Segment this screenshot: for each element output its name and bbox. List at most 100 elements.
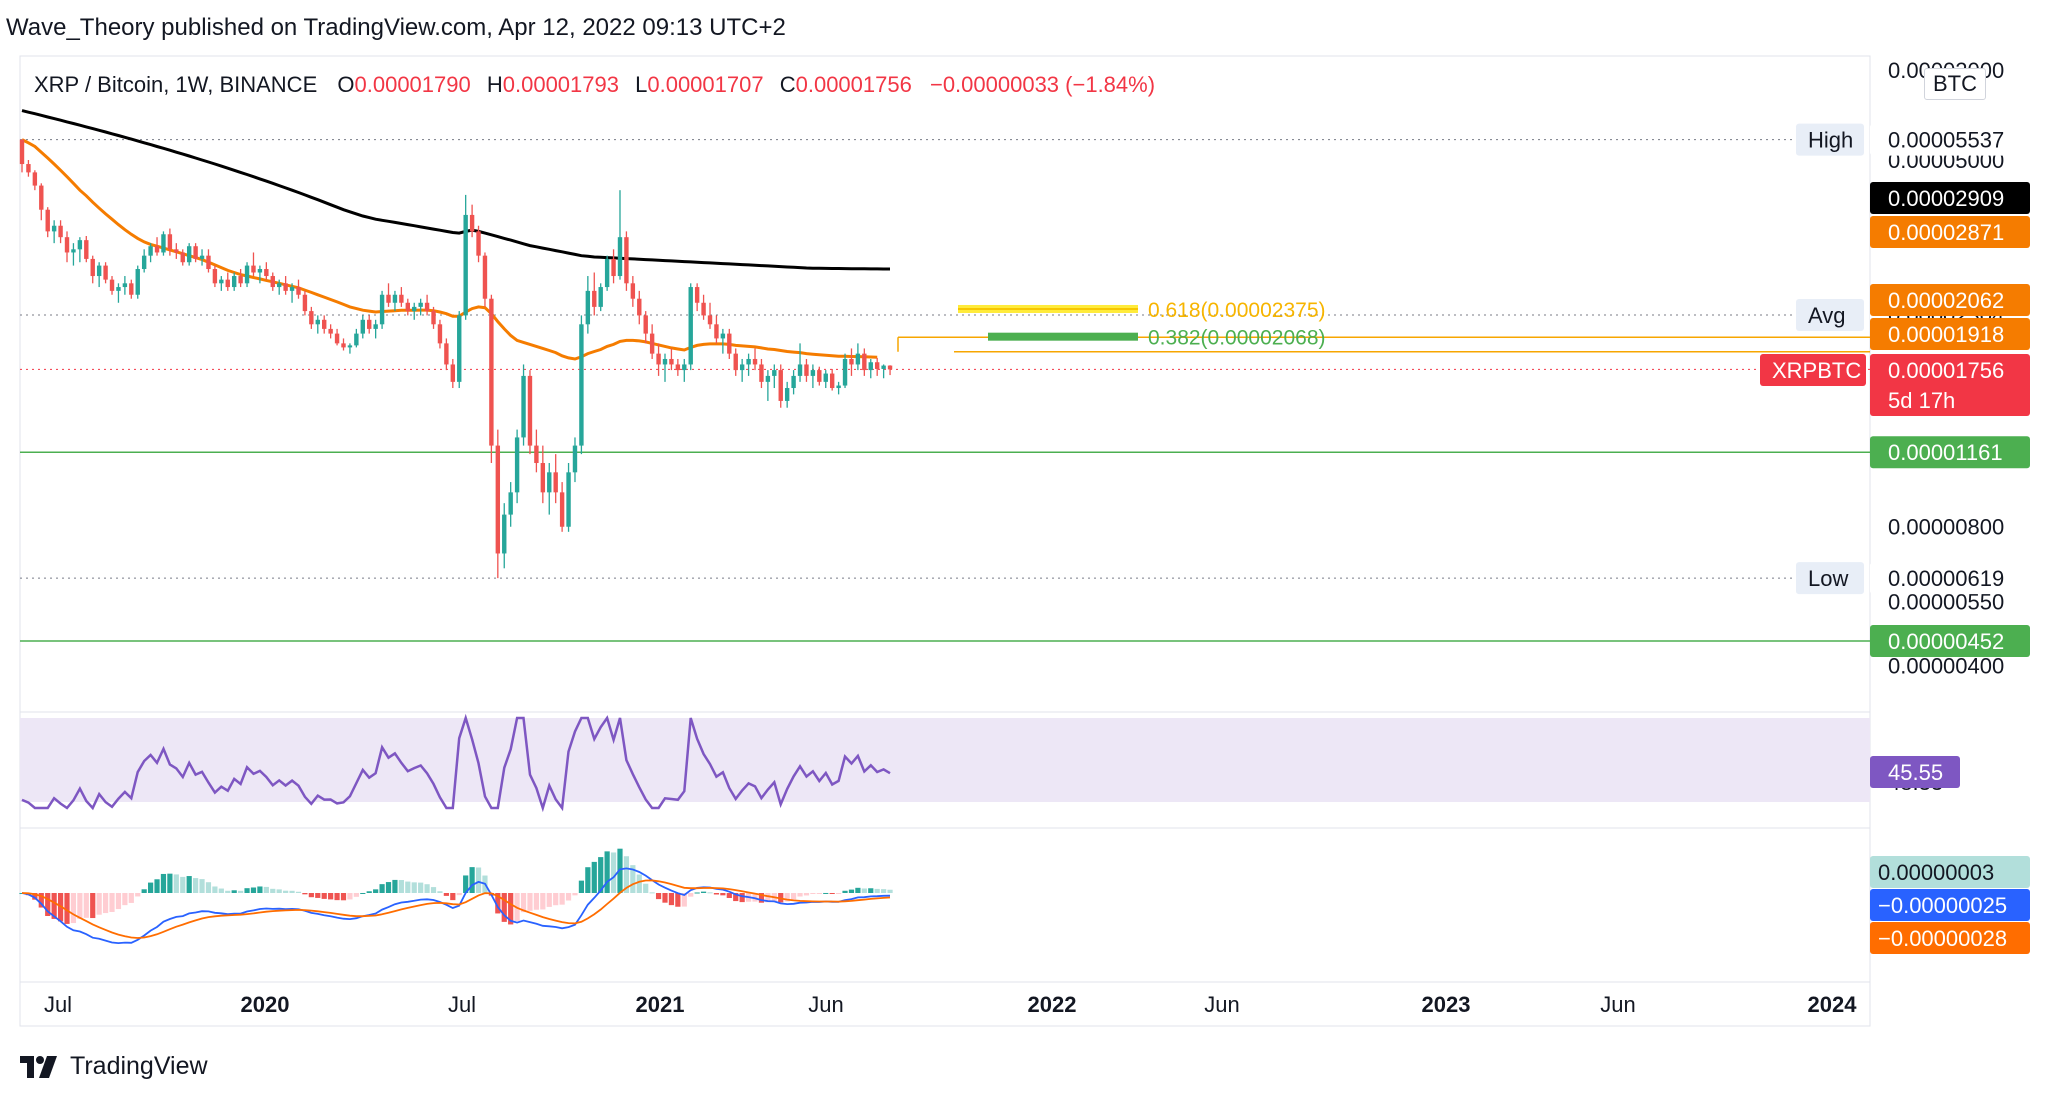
candle[interactable] [161, 231, 166, 256]
candle[interactable] [849, 348, 854, 376]
candle[interactable] [508, 482, 513, 527]
price-axis[interactable]: 0.000050000.000008000.000005500.00000400… [1760, 58, 2030, 678]
macd-histogram-tag[interactable]: 0.00000003 [1870, 856, 2030, 888]
candle[interactable] [739, 358, 745, 382]
symbol-title[interactable]: XRP / Bitcoin, 1W, BINANCE [34, 72, 318, 97]
rsi-value-tag[interactable]: 45.55 [1870, 756, 1960, 788]
candle[interactable] [469, 204, 475, 238]
candle[interactable] [842, 353, 848, 389]
candle[interactable] [733, 348, 738, 376]
candle[interactable] [71, 243, 76, 266]
candle[interactable] [559, 482, 565, 532]
candle[interactable] [656, 343, 661, 376]
candle[interactable] [791, 370, 796, 395]
candle[interactable] [868, 358, 873, 379]
candle[interactable] [675, 358, 681, 376]
candle[interactable] [244, 262, 250, 288]
candle[interactable] [727, 328, 732, 359]
candle[interactable] [334, 328, 340, 346]
candle[interactable] [765, 370, 771, 401]
fib-382-band[interactable] [988, 332, 1138, 341]
price-label-level[interactable]: 0.00001161 [1870, 436, 2030, 469]
candle[interactable] [116, 283, 121, 303]
currency-badge[interactable]: BTC [1924, 68, 1986, 100]
candle[interactable] [238, 269, 243, 288]
candle[interactable] [84, 236, 89, 263]
candle[interactable] [309, 306, 314, 329]
candle[interactable] [96, 262, 102, 288]
candle[interactable] [212, 265, 218, 288]
candle[interactable] [418, 298, 423, 316]
candle[interactable] [887, 365, 893, 376]
candle[interactable] [270, 272, 275, 291]
candle[interactable] [817, 366, 822, 386]
candle[interactable] [367, 315, 372, 334]
candle[interactable] [476, 225, 481, 263]
candle[interactable] [225, 272, 230, 291]
macd-signal-tag[interactable]: −0.00000028 [1870, 922, 2030, 954]
candle[interactable] [862, 348, 867, 376]
candle[interactable] [495, 429, 501, 579]
candle[interactable] [881, 364, 886, 379]
candle[interactable] [778, 364, 783, 408]
macd-pane[interactable]: 0.00000003 −0.00000025 −0.00000028 [19, 848, 2030, 954]
candle[interactable] [669, 348, 674, 371]
candle[interactable] [566, 463, 571, 532]
candle[interactable] [482, 252, 488, 307]
candle[interactable] [450, 358, 456, 389]
candle[interactable] [392, 290, 398, 312]
candle[interactable] [752, 348, 758, 371]
candle[interactable] [45, 207, 50, 238]
candle[interactable] [103, 262, 108, 284]
fib-retracement[interactable]: 0.618(0.00002375) 0.382(0.00002068) [958, 299, 1326, 350]
price-label-level[interactable]: 0.00002062 [1870, 284, 2030, 316]
candle[interactable] [714, 315, 719, 344]
candle[interactable] [457, 311, 462, 389]
candle[interactable] [836, 381, 841, 395]
candle[interactable] [341, 338, 346, 351]
rsi-pane[interactable]: 48.3345.55 [20, 713, 1960, 813]
candle[interactable] [772, 364, 777, 389]
candle[interactable] [527, 370, 533, 455]
candle[interactable] [206, 249, 211, 273]
candle[interactable] [444, 338, 449, 371]
candle[interactable] [592, 272, 597, 316]
candle[interactable] [193, 243, 198, 263]
price-label-high[interactable]: 0.00005537 High [1796, 123, 2030, 156]
candle[interactable] [315, 315, 320, 334]
price-label-level[interactable]: 0.00000452 [1870, 625, 2030, 657]
candle[interactable] [637, 290, 642, 325]
candle[interactable] [412, 302, 417, 320]
candle[interactable] [251, 252, 256, 277]
candle[interactable] [58, 220, 63, 244]
candle[interactable] [823, 370, 828, 389]
candle[interactable] [643, 311, 648, 344]
candle[interactable] [219, 276, 224, 291]
candle[interactable] [39, 183, 44, 221]
candle[interactable] [405, 298, 410, 316]
macd-line-tag[interactable]: −0.00000025 [1870, 889, 2030, 921]
candle[interactable] [437, 319, 443, 349]
candle[interactable] [322, 315, 327, 334]
candle[interactable] [424, 294, 430, 316]
candlestick-series[interactable] [19, 139, 893, 579]
candle[interactable] [463, 194, 468, 320]
candle[interactable] [540, 445, 546, 504]
candle[interactable] [386, 283, 391, 307]
candle[interactable] [328, 324, 333, 339]
candle[interactable] [720, 328, 726, 354]
candle[interactable] [617, 190, 623, 280]
candle[interactable] [572, 437, 578, 483]
candle[interactable] [604, 255, 610, 291]
candle[interactable] [804, 358, 809, 382]
candle[interactable] [257, 265, 263, 284]
candle[interactable] [797, 343, 803, 382]
candle[interactable] [534, 429, 539, 473]
candle[interactable] [199, 249, 205, 266]
candle[interactable] [598, 283, 603, 312]
candle[interactable] [19, 139, 25, 173]
candle[interactable] [109, 276, 115, 295]
price-label-level[interactable]: 0.00002909 [1870, 182, 2030, 214]
candle[interactable] [829, 368, 835, 391]
